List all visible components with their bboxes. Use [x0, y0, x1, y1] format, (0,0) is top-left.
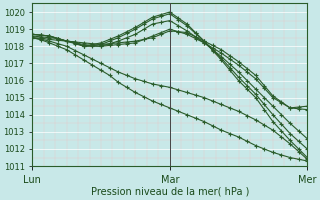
- X-axis label: Pression niveau de la mer( hPa ): Pression niveau de la mer( hPa ): [91, 187, 249, 197]
